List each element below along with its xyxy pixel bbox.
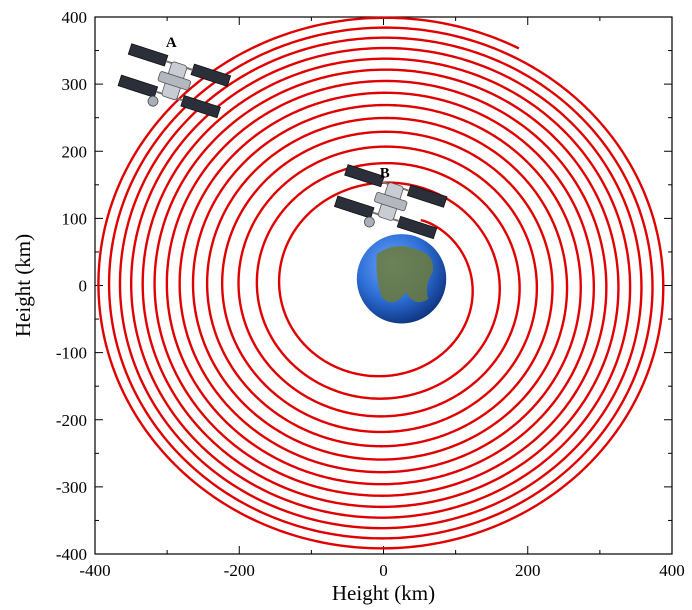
x-tick-labels: -400 -200 0 200 400 [79,561,684,580]
x-tick-label: 200 [515,561,541,580]
x-tick-label: -400 [79,561,110,580]
y-tick-label: 300 [62,75,88,94]
y-tick-label: -200 [56,411,87,430]
y-tick-label: 400 [62,8,88,27]
y-tick-labels: -400 -300 -200 -100 0 100 200 300 400 [56,8,87,564]
satellite-a-label: A [166,35,177,51]
x-tick-label: 400 [659,561,685,580]
y-axis-title: Height (km) [11,234,35,337]
satellite-a-icon [117,43,232,119]
x-axis-title: Height (km) [332,581,435,605]
satellite-b-label: B [380,166,390,182]
earth-globe [356,234,447,324]
spiral-orbit-line [97,16,665,550]
x-tick-label: 0 [379,561,388,580]
y-tick-label: -300 [56,478,87,497]
y-tick-label: 0 [79,277,88,296]
y-tick-label: -100 [56,344,87,363]
y-tick-label: 100 [62,209,88,228]
earth-landmass [376,246,434,303]
y-tick-label: 200 [62,142,88,161]
satellite-b-icon [333,164,448,240]
x-tick-label: -200 [224,561,255,580]
y-tick-label: -400 [56,545,87,564]
